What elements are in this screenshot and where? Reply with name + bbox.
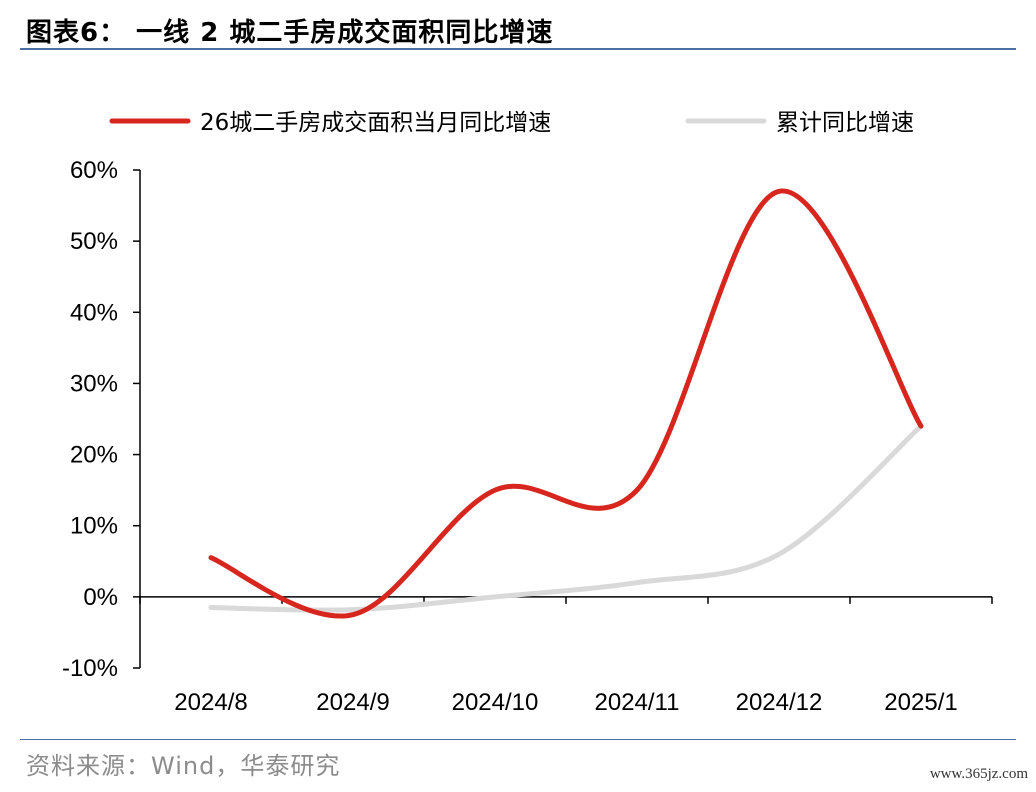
x-tick-label: 2025/1: [884, 689, 957, 716]
axes: -10% 0% 10% 20% 30% 40% 50% 60% 2024/8 2024/9 2024…: [62, 157, 993, 716]
y-tick-label: -10%: [62, 655, 118, 682]
y-tick-label: 0%: [83, 584, 118, 611]
watermark: www.365jz.com: [929, 766, 1028, 782]
y-tick-label: 40%: [70, 299, 118, 326]
footer-rule: [20, 739, 1016, 740]
legend-label-2: 累计同比增速: [776, 110, 914, 136]
y-tick-label: 20%: [70, 442, 118, 469]
series-line-1: [208, 188, 924, 619]
legend-label-1: 26城二手房成交面积当月同比增速: [200, 110, 551, 136]
series-line-2: [208, 423, 924, 613]
y-tick-label: 10%: [70, 513, 118, 540]
chart-title: 图表6： 一线 2 城二手房成交面积同比增速: [26, 18, 554, 48]
x-tick-label: 2024/10: [452, 689, 539, 716]
x-tick-label: 2024/8: [174, 689, 247, 716]
y-tick-label: 60%: [70, 157, 118, 184]
x-tick-label: 2024/11: [595, 689, 680, 716]
y-tick-label: 30%: [70, 370, 118, 397]
title-rule: [20, 48, 1016, 50]
x-tick-label: 2024/9: [316, 689, 389, 716]
source-note: 资料来源：Wind，华泰研究: [26, 752, 341, 780]
series-lines: [208, 188, 924, 619]
x-tick-label: 2024/12: [736, 689, 823, 716]
y-tick-label: 50%: [70, 228, 118, 255]
legend: 26城二手房成交面积当月同比增速 累计同比增速: [109, 110, 914, 136]
